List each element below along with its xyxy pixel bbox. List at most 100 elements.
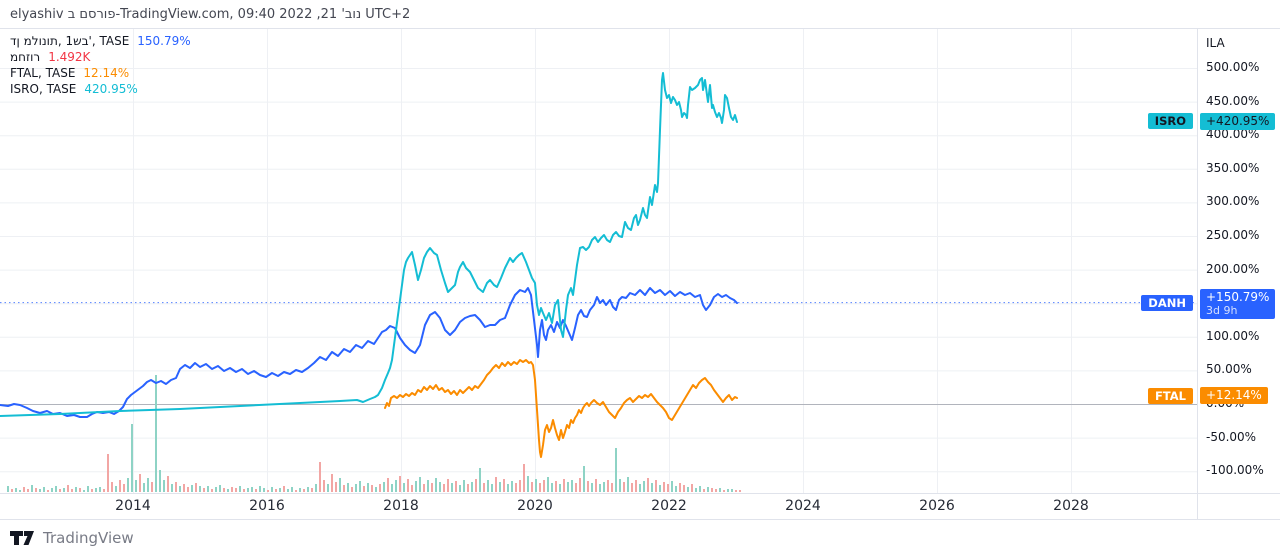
volume-bar xyxy=(395,480,397,492)
volume-bar xyxy=(95,488,97,492)
volume-bar xyxy=(739,490,741,492)
volume-bar xyxy=(471,482,473,492)
volume-bar xyxy=(343,485,345,492)
legend-symbol-text: FTAL, TASE xyxy=(10,66,76,80)
volume-bar xyxy=(319,462,321,492)
volume-bar xyxy=(311,488,313,492)
volume-bar xyxy=(59,489,61,492)
volume-bar xyxy=(347,483,349,492)
volume-bar xyxy=(199,486,201,492)
volume-bar xyxy=(39,489,41,492)
volume-bar xyxy=(423,484,425,492)
publish-timezone: UTC+2 xyxy=(365,7,411,22)
volume-bar xyxy=(451,483,453,492)
volume-bar xyxy=(367,483,369,492)
volume-bar xyxy=(491,484,493,492)
publisher-username: elyashiv xyxy=(10,7,64,22)
volume-bar xyxy=(407,479,409,492)
volume-bar xyxy=(487,480,489,492)
volume-bar xyxy=(51,488,53,492)
volume-bar xyxy=(175,482,177,492)
volume-bar xyxy=(447,479,449,492)
volume-bar xyxy=(239,486,241,492)
volume-bar xyxy=(131,424,133,492)
volume-bar xyxy=(15,488,17,492)
volume-bar xyxy=(675,486,677,492)
volume-bar xyxy=(203,488,205,492)
volume-bar xyxy=(683,485,685,492)
volume-bar xyxy=(459,485,461,492)
volume-bar xyxy=(399,476,401,492)
legend-value: 12.14% xyxy=(83,66,130,80)
volume-bar xyxy=(183,484,185,492)
volume-bar xyxy=(719,488,721,492)
volume-bar xyxy=(43,487,45,492)
volume-bar xyxy=(291,487,293,492)
series-line-ftal xyxy=(384,359,738,458)
volume-bar xyxy=(75,487,77,492)
volume-bar xyxy=(547,477,549,492)
volume-bar xyxy=(627,477,629,492)
volume-bar xyxy=(611,483,613,492)
legend-row-danh-title: דן מלונות, 1שב', TASE 150.79% xyxy=(10,33,191,49)
volume-bar xyxy=(351,487,353,492)
volume-bar xyxy=(207,486,209,492)
volume-bar xyxy=(427,480,429,492)
chart-legend: דן מלונות, 1שב', TASE 150.79% מחזור 1.492K F… xyxy=(10,33,191,97)
volume-bar xyxy=(595,479,597,492)
volume-bar xyxy=(387,478,389,492)
volume-bar xyxy=(303,489,305,492)
volume-bar xyxy=(515,483,517,492)
volume-bar xyxy=(615,448,617,492)
publish-text: פורסם ב-TradingView.com, xyxy=(67,7,234,22)
volume-bar xyxy=(179,486,181,492)
volume-bar xyxy=(579,478,581,492)
volume-bar xyxy=(583,466,585,492)
legend-value: 1.492K xyxy=(48,50,91,64)
volume-bar xyxy=(247,488,249,492)
volume-bar xyxy=(91,489,93,492)
volume-bar xyxy=(731,489,733,492)
volume-bar xyxy=(295,490,297,492)
volume-bar xyxy=(671,481,673,492)
volume-bar xyxy=(655,480,657,492)
volume-bar xyxy=(115,486,117,492)
volume-bar xyxy=(307,487,309,492)
volume-bar xyxy=(551,483,553,492)
volume-bar xyxy=(167,476,169,492)
volume-bar xyxy=(379,484,381,492)
volume-bar xyxy=(315,484,317,492)
tradingview-logo[interactable] xyxy=(10,530,35,546)
legend-row-volume: מחזור 1.492K xyxy=(10,49,191,65)
volume-bar xyxy=(55,486,57,492)
volume-bar xyxy=(283,486,285,492)
volume-bar xyxy=(735,490,737,492)
volume-bar xyxy=(335,482,337,492)
volume-bar xyxy=(99,487,101,492)
volume-bar xyxy=(495,477,497,492)
volume-bar xyxy=(531,482,533,492)
legend-row-ftal-title: FTAL, TASE 12.14% xyxy=(10,65,191,81)
volume-bar xyxy=(191,485,193,492)
volume-bar xyxy=(219,485,221,492)
volume-bar xyxy=(243,489,245,492)
volume-bar xyxy=(155,375,157,492)
volume-bar xyxy=(7,486,9,492)
attribution: TradingView xyxy=(10,529,134,547)
volume-bar xyxy=(687,487,689,492)
volume-bar xyxy=(31,485,33,492)
volume-bar xyxy=(571,480,573,492)
volume-bar xyxy=(19,490,21,492)
volume-bar xyxy=(71,489,73,492)
time-scale[interactable] xyxy=(0,494,1280,519)
brand-name: TradingView xyxy=(43,529,134,547)
price-scale[interactable] xyxy=(1198,28,1280,493)
volume-bar xyxy=(255,489,257,492)
volume-bar xyxy=(163,480,165,492)
volume-bar xyxy=(83,490,85,492)
volume-bar xyxy=(695,488,697,492)
volume-bar xyxy=(691,484,693,492)
volume-bar xyxy=(195,483,197,492)
volume-bar xyxy=(383,482,385,492)
